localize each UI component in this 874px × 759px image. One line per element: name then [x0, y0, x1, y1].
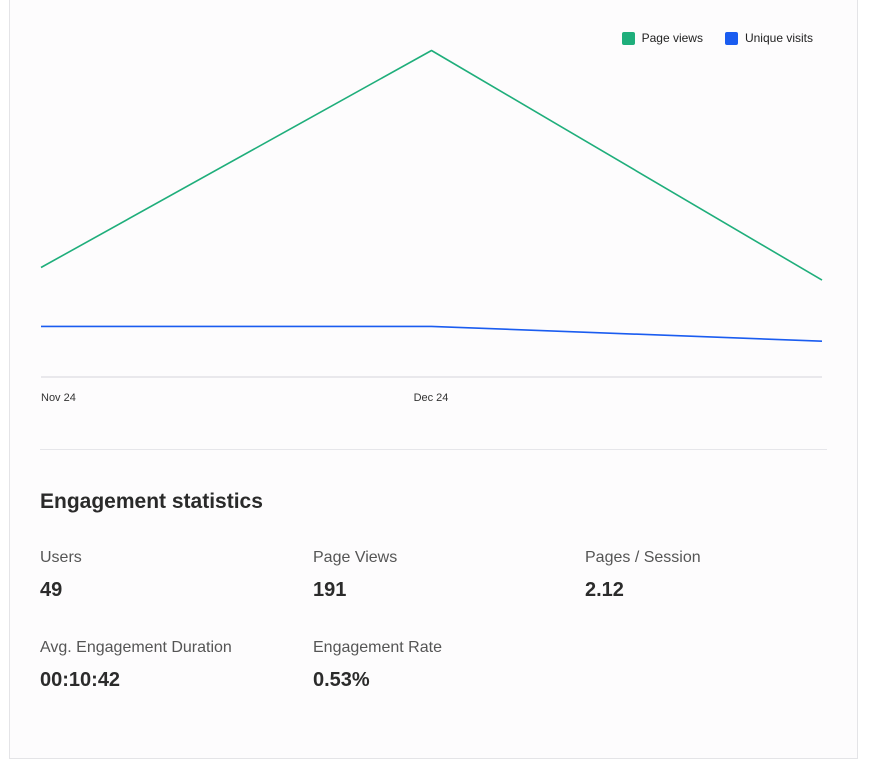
legend-item-page-views[interactable]: Page views [621, 31, 703, 45]
stat-label: Engagement Rate [313, 639, 442, 656]
stat-pages-per-session: Pages / Session 2.12 [585, 549, 701, 602]
stat-value: 191 [313, 579, 347, 601]
stat-value: 00:10:42 [40, 669, 121, 691]
stat-avg-engagement-duration: Avg. Engagement Duration 00:10:42 [40, 639, 232, 692]
x-tick-label: Dec 24 [414, 392, 449, 404]
stat-label: Avg. Engagement Duration [40, 639, 232, 656]
line-chart: Nov 24 Dec 24 [40, 49, 823, 404]
stat-value: 0.53% [313, 669, 370, 691]
series-line-unique-visits[interactable] [41, 325, 823, 342]
stat-value: 2.12 [585, 579, 624, 601]
series-layer [40, 49, 823, 342]
stat-value: 49 [40, 579, 63, 601]
analytics-card: Page views Unique visits Nov 24 Dec 24 E… [9, 0, 858, 759]
chart-legend: Page views Unique visits [621, 31, 813, 45]
legend-label-page-views: Page views [641, 31, 703, 45]
stat-label: Page Views [313, 549, 398, 566]
stat-users: Users 49 [40, 549, 82, 602]
section-divider [40, 449, 827, 450]
stat-label: Pages / Session [585, 549, 701, 566]
stat-label: Users [40, 549, 82, 566]
legend-item-unique-visits[interactable]: Unique visits [724, 31, 813, 45]
series-line-page-views[interactable] [40, 49, 823, 281]
legend-swatch-unique-visits [724, 31, 738, 45]
stat-engagement-rate: Engagement Rate 0.53% [313, 639, 442, 692]
stat-page-views: Page Views 191 [313, 549, 397, 602]
engagement-title: Engagement statistics [40, 490, 263, 513]
x-tick-label: Nov 24 [41, 392, 76, 404]
legend-swatch-page-views [621, 31, 635, 45]
legend-label-unique-visits: Unique visits [744, 31, 813, 45]
